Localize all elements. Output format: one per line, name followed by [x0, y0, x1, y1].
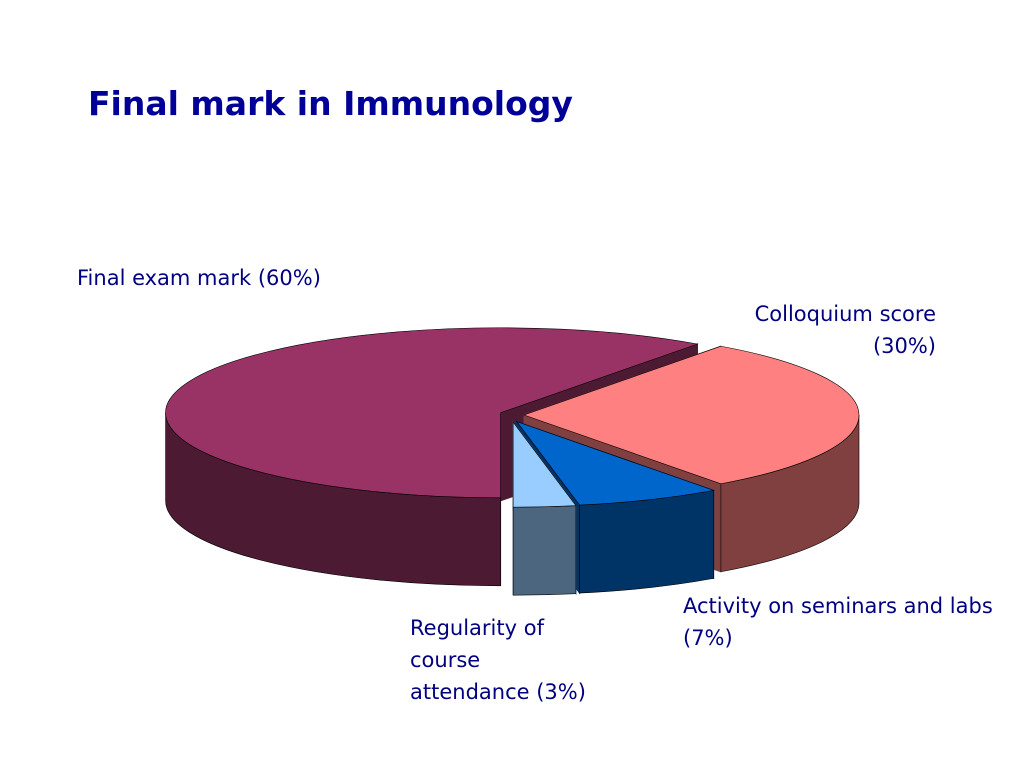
slice [523, 345, 860, 485]
slice [165, 327, 699, 499]
slice [512, 421, 577, 508]
slice-label: Activity on seminars and labs (7%) [683, 594, 993, 650]
slice-side [579, 490, 714, 594]
slice-label: Regularity of course attendance (3%) [410, 616, 586, 704]
slice-side [512, 505, 577, 596]
slice-label: Colloquium score (30%) [754, 302, 936, 358]
chart-title: Final mark in Immunology [88, 84, 573, 123]
slice [515, 420, 715, 506]
slice-label: Final exam mark (60%) [77, 266, 321, 290]
